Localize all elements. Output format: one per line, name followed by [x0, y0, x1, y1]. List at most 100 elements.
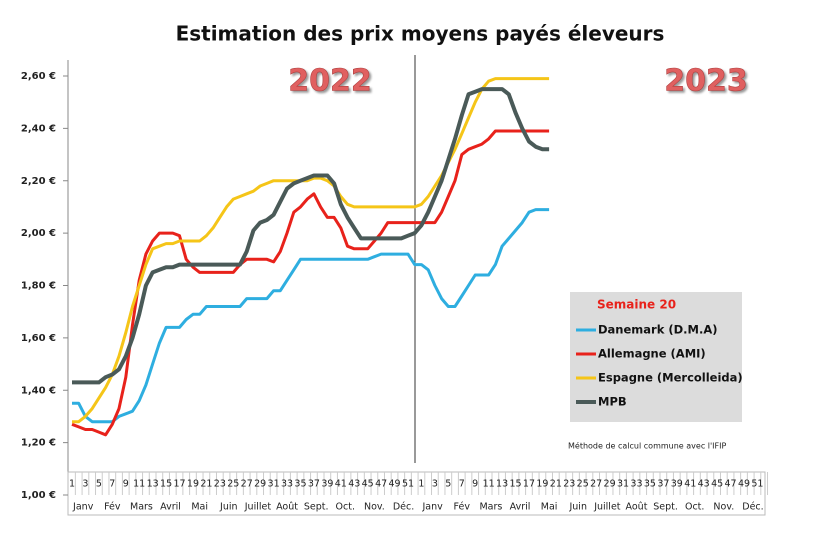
x-tick-label: 41 — [684, 479, 696, 490]
month-label: Mars — [130, 502, 153, 513]
month-label: Janv — [421, 502, 443, 513]
y-tick-label: 1,00 € — [21, 490, 56, 501]
x-tick-label: 29 — [604, 479, 616, 490]
x-tick-label: 5 — [445, 479, 451, 490]
month-label: Juin — [219, 502, 237, 513]
month-label: Mai — [541, 502, 558, 513]
x-tick-label: 27 — [241, 479, 253, 490]
month-label: Août — [626, 502, 648, 513]
month-label: Avril — [510, 502, 531, 513]
y-tick-label: 1,80 € — [21, 281, 56, 292]
x-tick-label: 51 — [751, 479, 763, 490]
x-tick-label: 1 — [418, 479, 424, 490]
x-tick-label: 51 — [402, 479, 414, 490]
month-label: Mai — [191, 502, 208, 513]
legend-label: Allemagne (AMI) — [598, 347, 706, 361]
y-tick-label: 1,40 € — [21, 385, 56, 396]
x-tick-label: 31 — [617, 479, 629, 490]
x-tick-label: 35 — [644, 479, 656, 490]
x-tick-label: 45 — [362, 479, 374, 490]
x-tick-label: 17 — [523, 479, 535, 490]
x-tick-label: 7 — [459, 479, 465, 490]
legend-label: Espagne (Mercolleida) — [598, 371, 743, 385]
x-tick-label: 17 — [173, 479, 185, 490]
x-tick-label: 31 — [268, 479, 280, 490]
x-tick-label: 45 — [711, 479, 723, 490]
month-label: Sept. — [653, 502, 678, 513]
x-tick-label: 19 — [187, 479, 199, 490]
x-tick-label: 43 — [348, 479, 360, 490]
month-label: Juillet — [244, 502, 272, 513]
x-tick-label: 37 — [308, 479, 320, 490]
x-tick-label: 25 — [227, 479, 239, 490]
x-tick-label: 5 — [96, 479, 102, 490]
x-tick-label: 21 — [550, 479, 562, 490]
x-tick-label: 11 — [483, 479, 495, 490]
x-tick-label: 13 — [496, 479, 508, 490]
x-tick-label: 25 — [577, 479, 589, 490]
x-tick-label: 39 — [671, 479, 683, 490]
x-tick-label: 15 — [509, 479, 521, 490]
note: Méthode de calcul commune avec l'IFIP — [568, 441, 726, 451]
x-tick-label: 23 — [214, 479, 226, 490]
x-tick-label: 9 — [472, 479, 478, 490]
x-tick-label: 23 — [563, 479, 575, 490]
legend-title: Semaine 20 — [597, 298, 676, 312]
x-tick-label: 47 — [725, 479, 737, 490]
y-tick-label: 2,20 € — [21, 176, 56, 187]
month-label: Nov. — [713, 502, 734, 513]
month-label: Oct. — [336, 502, 355, 513]
month-label: Déc. — [742, 502, 763, 513]
y-tick-label: 2,00 € — [21, 228, 56, 239]
month-label: Fév — [454, 502, 471, 513]
y-tick-label: 1,20 € — [21, 438, 56, 449]
series-line — [72, 208, 550, 424]
x-tick-label: 3 — [82, 479, 88, 490]
x-tick-label: 41 — [335, 479, 347, 490]
month-label: Avril — [160, 502, 181, 513]
x-tick-label: 7 — [109, 479, 115, 490]
month-label: Déc. — [393, 502, 414, 513]
x-tick-label: 43 — [698, 479, 710, 490]
series-line — [72, 77, 550, 424]
x-tick-label: 35 — [294, 479, 306, 490]
axis-table — [67, 471, 766, 516]
x-tick-label: 13 — [147, 479, 159, 490]
legend-label: Danemark (D.M.A) — [598, 323, 718, 337]
month-label: Août — [276, 502, 298, 513]
legend-box — [570, 292, 742, 422]
x-tick-label: 19 — [536, 479, 548, 490]
y-tick-label: 2,60 € — [21, 71, 56, 82]
month-label: Janv — [72, 502, 94, 513]
legend-label: MPB — [598, 395, 627, 409]
x-tick-label: 15 — [160, 479, 172, 490]
x-tick-label: 3 — [432, 479, 438, 490]
series-line — [72, 87, 550, 385]
year-annotation: 2022 — [288, 64, 372, 99]
year-annotation: 2023 — [664, 64, 748, 99]
x-tick-label: 9 — [123, 479, 129, 490]
month-label: Oct. — [685, 502, 704, 513]
series-line — [71, 129, 550, 437]
month-label: Fév — [104, 502, 121, 513]
x-tick-label: 37 — [657, 479, 669, 490]
month-label: Sept. — [304, 502, 329, 513]
x-tick-label: 49 — [389, 479, 401, 490]
month-label: Juillet — [593, 502, 621, 513]
x-tick-label: 29 — [254, 479, 266, 490]
x-tick-label: 39 — [321, 479, 333, 490]
x-tick-label: 33 — [630, 479, 642, 490]
y-tick-label: 2,40 € — [21, 123, 56, 134]
x-tick-label: 49 — [738, 479, 750, 490]
x-tick-label: 33 — [281, 479, 293, 490]
chart-title: Estimation des prix moyens payés éleveur… — [176, 22, 665, 46]
x-tick-label: 1 — [69, 479, 75, 490]
month-label: Mars — [479, 502, 502, 513]
x-tick-label: 11 — [133, 479, 145, 490]
x-tick-label: 27 — [590, 479, 602, 490]
x-tick-label: 47 — [375, 479, 387, 490]
x-tick-label: 21 — [200, 479, 212, 490]
month-label: Juin — [568, 502, 586, 513]
y-tick-label: 1,60 € — [21, 333, 56, 344]
